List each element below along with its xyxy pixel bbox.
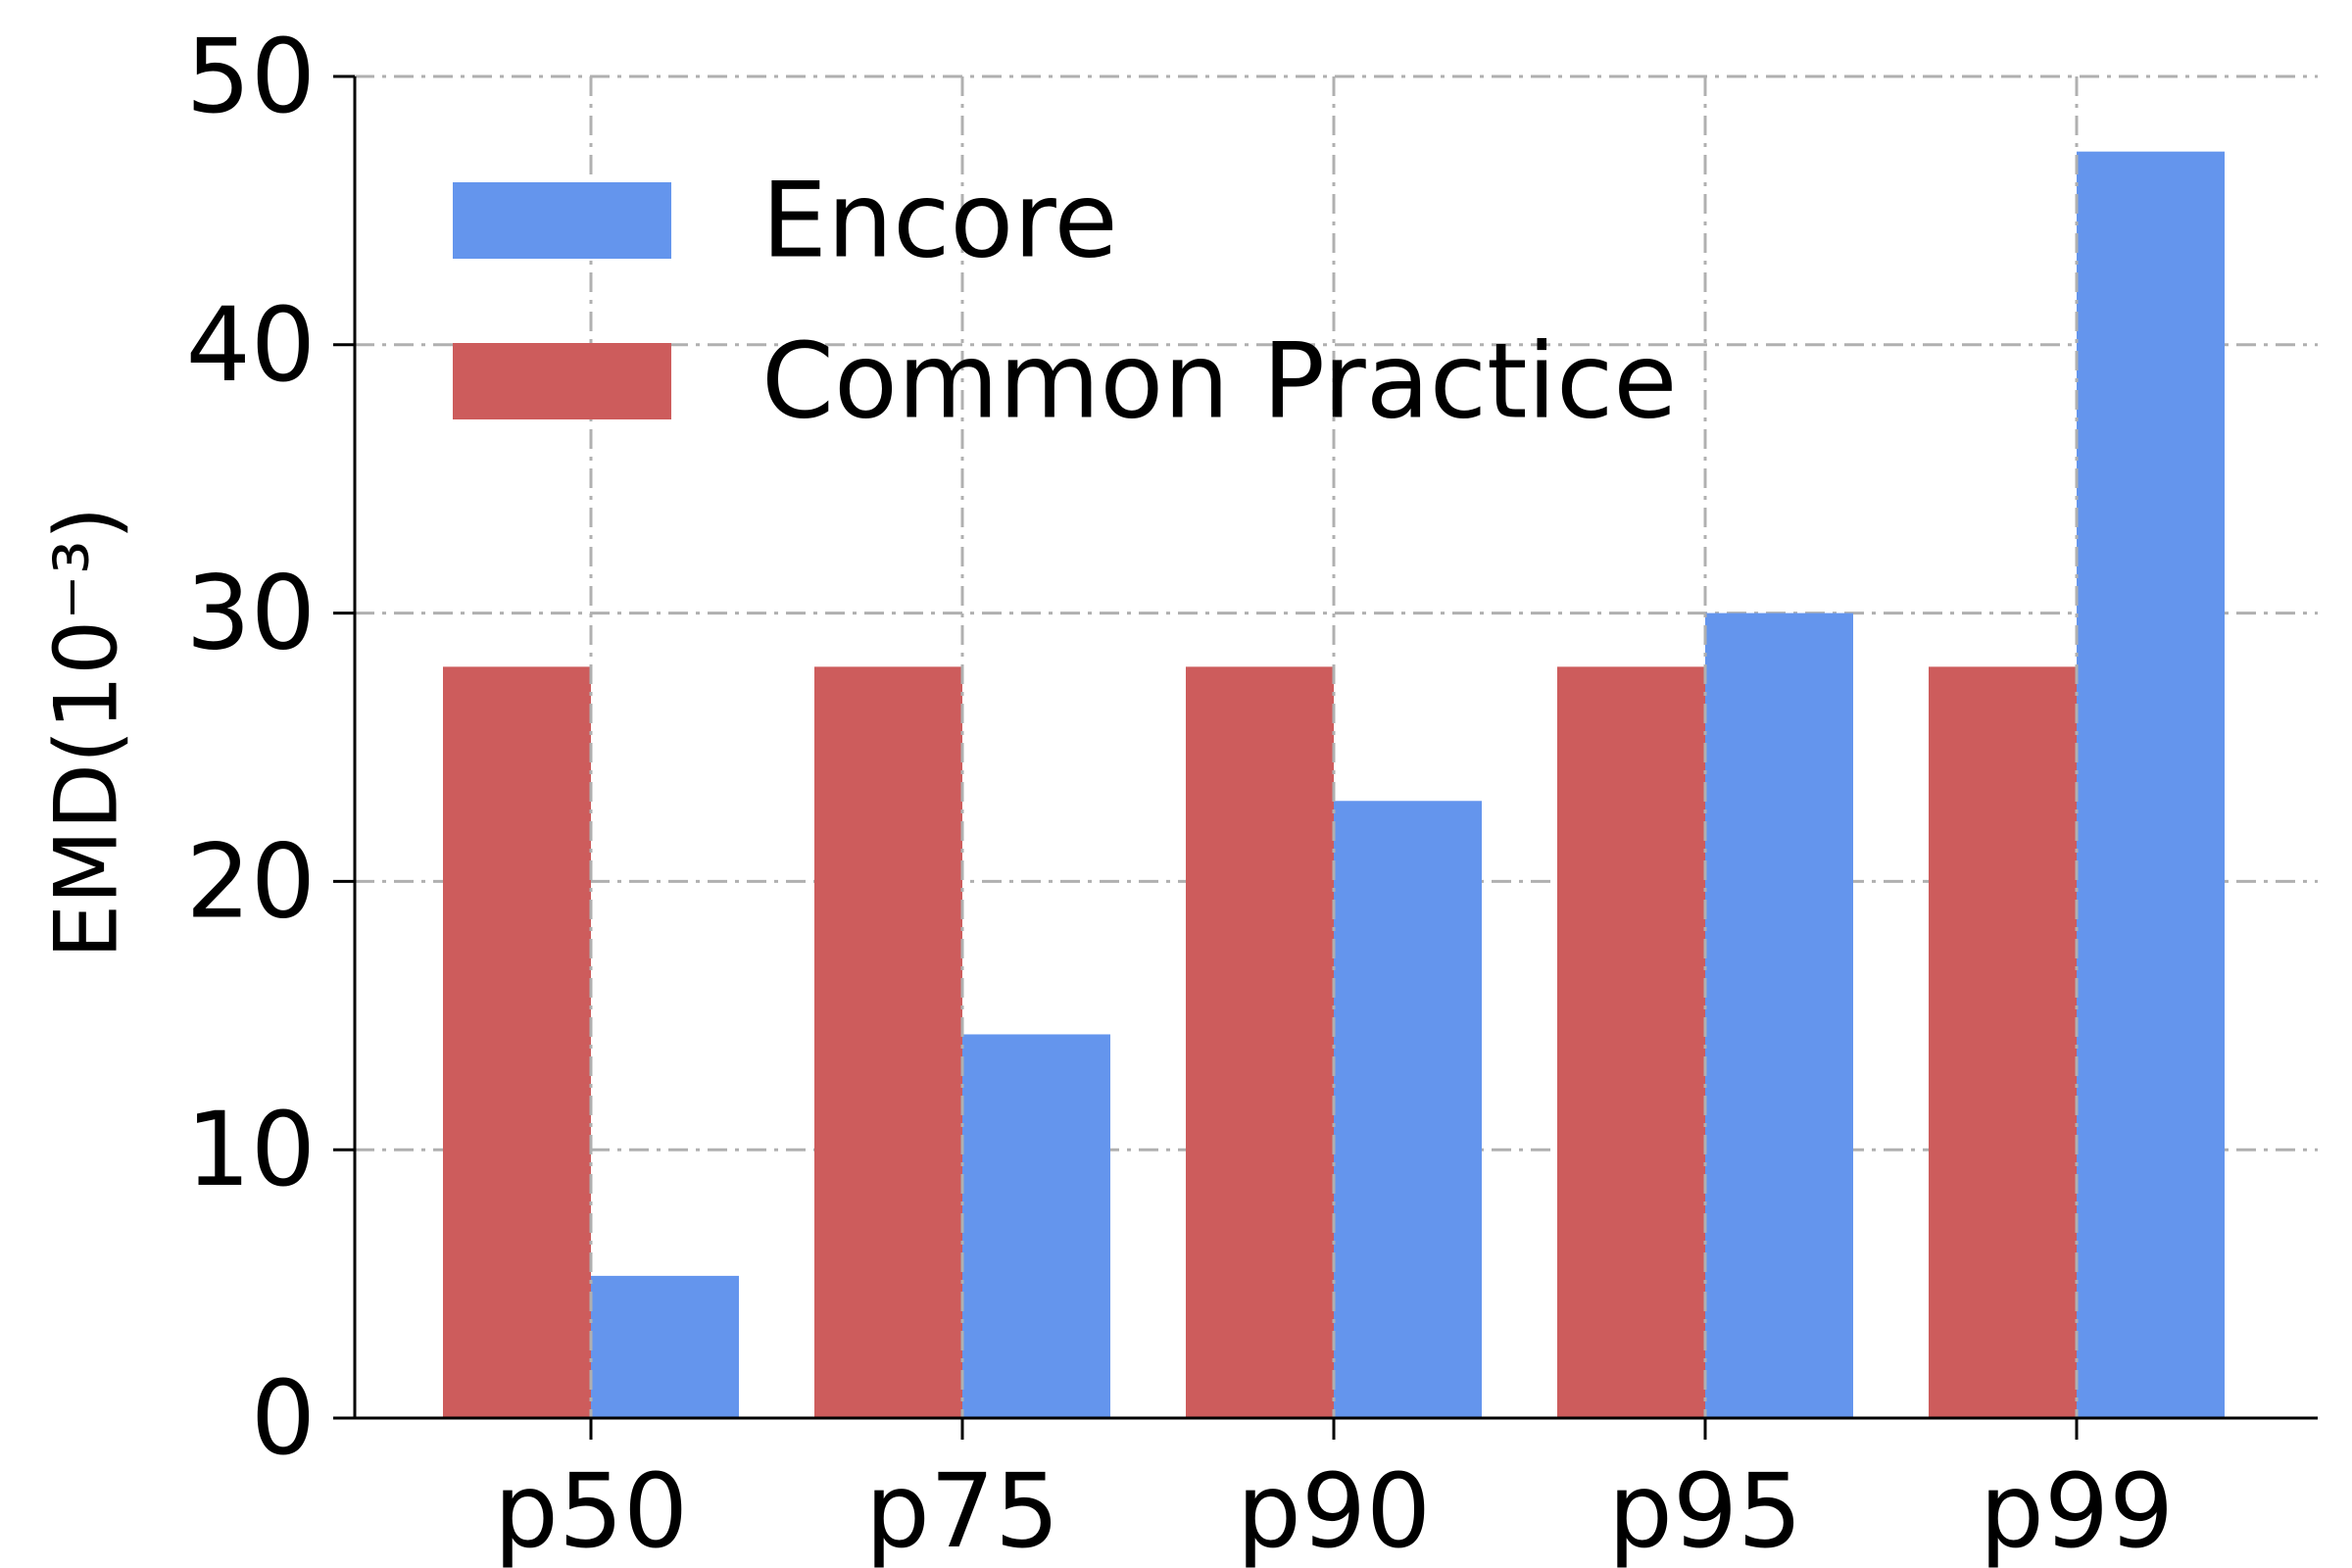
y-tick-label: 10 bbox=[186, 1090, 316, 1209]
legend-swatch bbox=[453, 343, 671, 419]
y-tick-label: 20 bbox=[186, 821, 316, 941]
legend: Encore Common Practice bbox=[453, 161, 1678, 442]
y-axis-label: EMD(10⁻³) bbox=[36, 507, 137, 959]
y-tick-label: 30 bbox=[186, 554, 316, 673]
bar-encore-p90 bbox=[1334, 801, 1482, 1418]
x-tick-label: p50 bbox=[494, 1451, 688, 1568]
bars bbox=[443, 151, 2225, 1418]
legend-swatch bbox=[453, 182, 671, 259]
x-tick-label: p75 bbox=[865, 1451, 1059, 1568]
bar-common-practice-p95 bbox=[1557, 666, 1705, 1418]
bar-encore-p50 bbox=[591, 1275, 739, 1418]
bar-encore-p99 bbox=[2077, 151, 2225, 1418]
bar-common-practice-p99 bbox=[1929, 666, 2077, 1418]
bar-common-practice-p75 bbox=[814, 666, 962, 1418]
x-tick-label: p99 bbox=[1980, 1451, 2174, 1568]
legend-label: Common Practice bbox=[761, 321, 1678, 442]
y-tick-label: 50 bbox=[186, 17, 316, 136]
y-tick-label: 40 bbox=[186, 285, 316, 405]
x-tick-label: p90 bbox=[1237, 1451, 1431, 1568]
legend-label: Encore bbox=[761, 161, 1118, 281]
bar-common-practice-p90 bbox=[1186, 666, 1334, 1418]
bar-encore-p75 bbox=[962, 1034, 1110, 1418]
y-tick-label: 0 bbox=[251, 1358, 316, 1478]
x-tick-label: p95 bbox=[1608, 1451, 1802, 1568]
bar-common-practice-p50 bbox=[443, 666, 591, 1418]
ticks: 0 10 20 30 40 50 p50 p75 p90 p95 p99 bbox=[186, 17, 2175, 1568]
bar-encore-p95 bbox=[1705, 612, 1853, 1418]
axes bbox=[353, 76, 2318, 1420]
